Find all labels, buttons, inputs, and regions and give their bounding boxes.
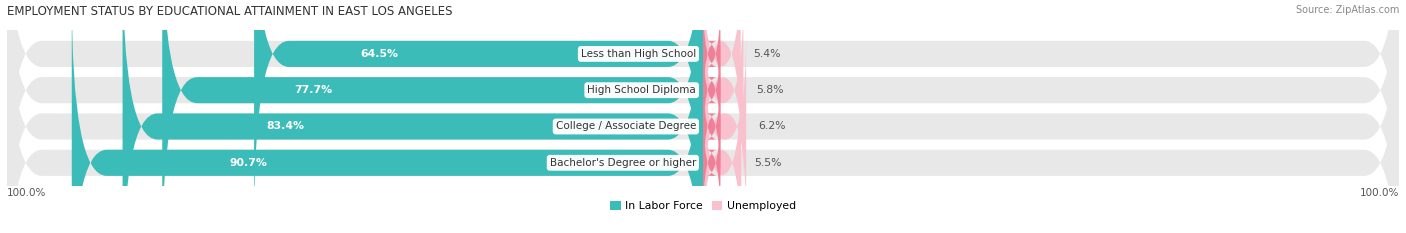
Text: 5.8%: 5.8% [756,85,783,95]
FancyBboxPatch shape [703,0,741,150]
Text: Source: ZipAtlas.com: Source: ZipAtlas.com [1295,5,1399,15]
FancyBboxPatch shape [7,0,1399,233]
FancyBboxPatch shape [703,67,720,186]
Text: Bachelor's Degree or higher: Bachelor's Degree or higher [550,158,696,168]
FancyBboxPatch shape [7,0,1399,233]
FancyBboxPatch shape [7,0,1399,222]
Text: 64.5%: 64.5% [361,49,399,59]
Text: High School Diploma: High School Diploma [588,85,696,95]
FancyBboxPatch shape [254,0,703,222]
Text: 83.4%: 83.4% [266,121,304,131]
Text: College / Associate Degree: College / Associate Degree [555,121,696,131]
Text: Less than High School: Less than High School [581,49,696,59]
FancyBboxPatch shape [703,31,747,222]
Text: 5.5%: 5.5% [754,158,782,168]
FancyBboxPatch shape [703,31,720,150]
FancyBboxPatch shape [162,0,703,233]
Text: 100.0%: 100.0% [1360,188,1399,198]
FancyBboxPatch shape [703,103,720,222]
Text: EMPLOYMENT STATUS BY EDUCATIONAL ATTAINMENT IN EAST LOS ANGELES: EMPLOYMENT STATUS BY EDUCATIONAL ATTAINM… [7,5,453,18]
Text: 100.0%: 100.0% [7,188,46,198]
FancyBboxPatch shape [72,0,703,233]
FancyBboxPatch shape [703,0,744,186]
Text: 6.2%: 6.2% [759,121,786,131]
FancyBboxPatch shape [703,0,720,113]
Text: 77.7%: 77.7% [295,85,333,95]
FancyBboxPatch shape [122,0,703,233]
FancyBboxPatch shape [7,0,1399,233]
Text: 90.7%: 90.7% [229,158,267,168]
Legend: In Labor Force, Unemployed: In Labor Force, Unemployed [606,196,800,215]
Text: 5.4%: 5.4% [754,49,780,59]
FancyBboxPatch shape [703,67,741,233]
